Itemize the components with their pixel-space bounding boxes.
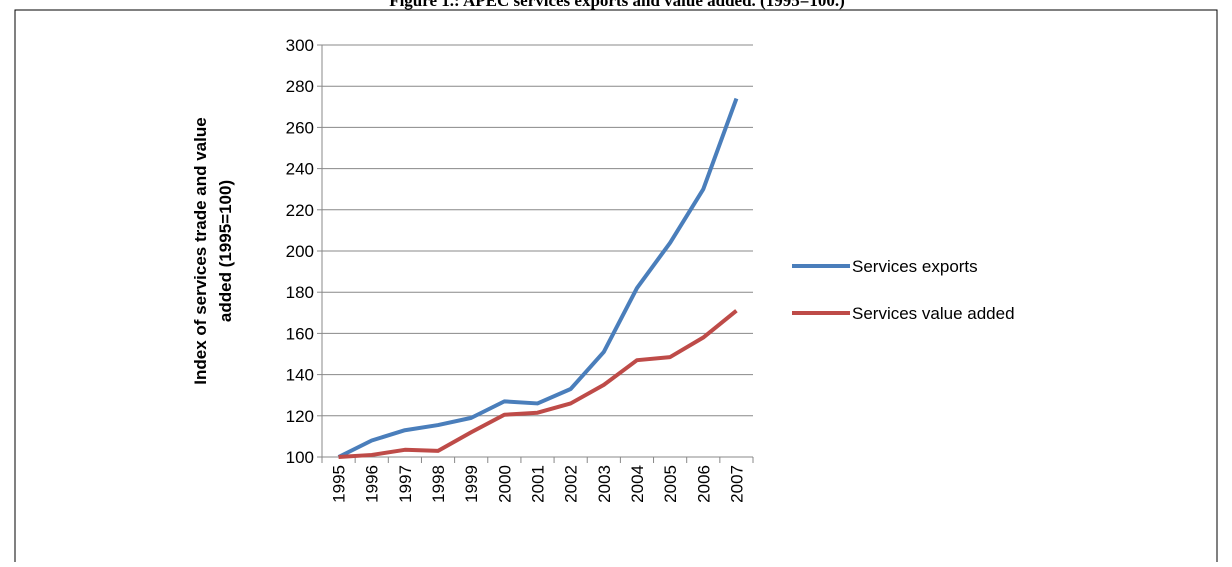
y-axis-label: Index of services trade and value xyxy=(191,117,210,384)
series-line xyxy=(337,97,739,459)
y-tick-label: 140 xyxy=(286,366,314,385)
x-tick-label: 2002 xyxy=(562,465,581,503)
x-tick-label: 1998 xyxy=(429,465,448,503)
y-axis-label: added (1995=100) xyxy=(216,180,235,322)
x-tick-label: 1996 xyxy=(363,465,382,503)
y-tick-label: 180 xyxy=(286,283,314,302)
chart-title: Figure 1.: APEC services exports and val… xyxy=(389,0,845,10)
x-tick-label: 2006 xyxy=(694,465,713,503)
y-tick-label: 200 xyxy=(286,242,314,261)
x-tick-label: 2007 xyxy=(727,465,746,503)
x-tick-label: 1997 xyxy=(396,465,415,503)
y-tick-label: 220 xyxy=(286,201,314,220)
y-tick-label: 100 xyxy=(286,448,314,467)
legend-label: Services exports xyxy=(852,257,978,276)
x-tick-label: 2005 xyxy=(661,465,680,503)
series-line xyxy=(338,309,738,459)
y-tick-label: 160 xyxy=(286,324,314,343)
legend-label: Services value added xyxy=(852,304,1015,323)
y-tick-label: 260 xyxy=(286,118,314,137)
x-tick-label: 2004 xyxy=(628,465,647,503)
x-tick-label: 2003 xyxy=(595,465,614,503)
x-tick-label: 2001 xyxy=(529,465,548,503)
y-tick-label: 280 xyxy=(286,77,314,96)
x-tick-label: 1995 xyxy=(330,465,349,503)
x-tick-label: 1999 xyxy=(462,465,481,503)
chart-frame xyxy=(14,9,1218,562)
y-tick-label: 240 xyxy=(286,160,314,179)
y-tick-label: 120 xyxy=(286,407,314,426)
x-tick-label: 2000 xyxy=(495,465,514,503)
y-tick-label: 300 xyxy=(286,36,314,55)
